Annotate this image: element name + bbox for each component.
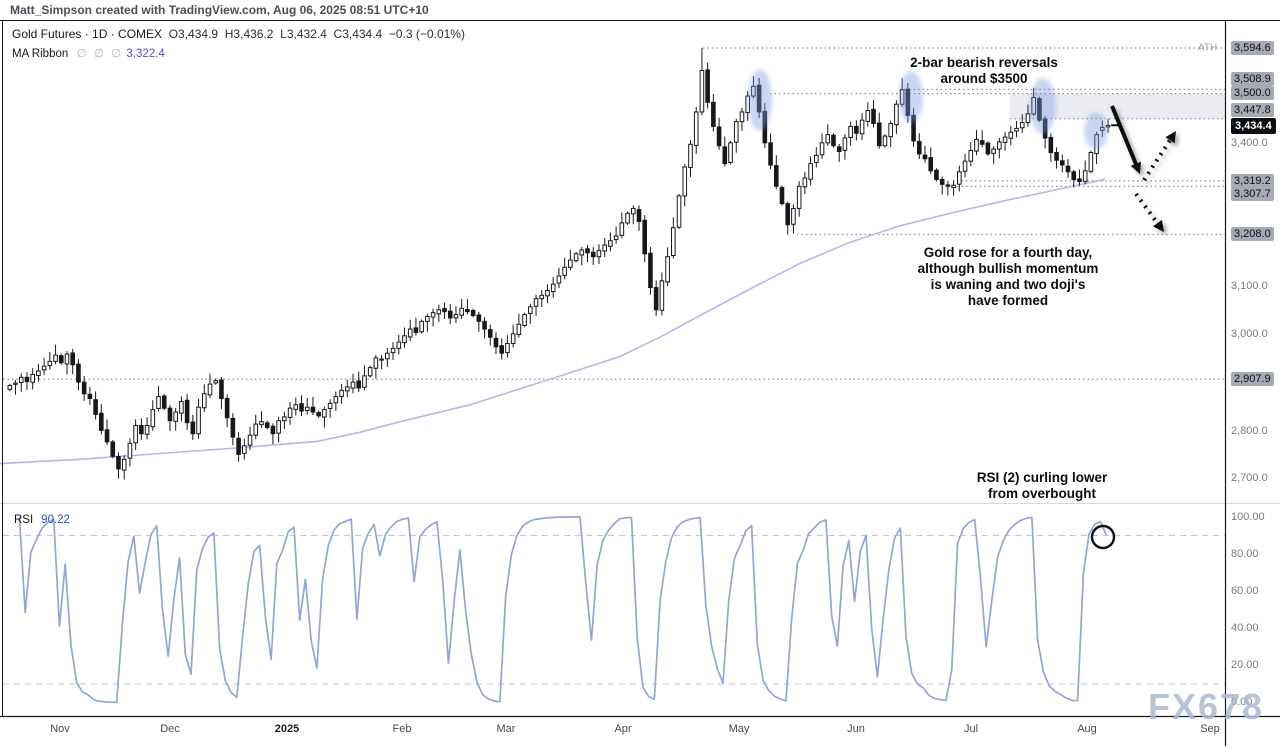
price-tick: 3,447.8 [1231,103,1274,117]
rsi-legend-row[interactable]: RSI 90.22 [14,514,70,526]
current-price-badge: 3,434.4 [1231,118,1276,134]
rsi-indicator [3,516,1225,704]
time-tick: May [728,723,750,735]
annotation-text-line: around $3500 [940,71,1028,86]
time-tick: Nov [50,723,70,735]
rsi-value: 90.22 [41,514,70,526]
rsi-tick: 40.00 [1231,622,1259,634]
ma-ribbon-label: MA Ribbon [12,48,69,60]
price-tick: 3,000.0 [1231,328,1268,340]
price-tick: 3,500.0 [1231,86,1274,100]
annotation-gold-rose: Gold rose for a fourth day, although bul… [918,245,1099,309]
rsi-tick: 20.00 [1231,659,1259,671]
ohlc-low: L3,432.4 [280,27,327,41]
legend-symbol-row[interactable]: Gold Futures · 1D · COMEX O3,434.9 H3,43… [12,27,465,41]
ohlc-close: C3,434.4 [333,27,383,41]
symbol-title: Gold Futures · 1D · COMEX [12,27,163,41]
rsi-tick: 80.00 [1231,548,1259,560]
rsi-tick: 60.00 [1231,585,1259,597]
time-tick: Aug [1077,723,1097,735]
annotation-text-line: Gold rose for a fourth day, [923,245,1093,260]
annotation-bearish-reversals: 2-bar bearish reversals around $3500 [910,55,1058,87]
candlestick-series [7,47,1121,480]
time-tick: 2025 [274,723,300,735]
ma-hidden-value-icon: ∅ [93,48,104,60]
time-tick: Feb [392,723,412,735]
price-tick: 3,307.7 [1231,187,1274,201]
annotation-text-line: RSI (2) curling lower [976,470,1108,485]
time-tick: Jun [847,723,865,735]
time-tick: Sep [1200,723,1220,735]
annotation-arrows [1110,105,1176,232]
time-tick: Mar [496,723,516,735]
rsi-tick: 0.00 [1231,696,1253,708]
ath-label: ATH [1198,42,1218,54]
price-tick: 3,508.9 [1231,72,1274,86]
ma-hidden-value-icon: ∅ [111,48,122,60]
time-tick: Dec [160,723,180,735]
ohlc-change: −0.3 (−0.01%) [388,27,465,41]
price-tick: 3,208.0 [1231,227,1274,241]
price-tick: 3,400.0 [1231,137,1268,149]
ma-ribbon-line [0,178,1106,465]
price-tick: 2,907.9 [1231,372,1274,386]
price-tick: 2,700.0 [1231,472,1268,484]
price-level-lines [3,47,1225,380]
ma-hidden-value-icon: ∅ [76,48,87,60]
ohlc-high: H3,436.2 [224,27,274,41]
time-tick: Apr [614,723,632,735]
legend-ma-ribbon-row[interactable]: MA Ribbon ∅ ∅ ∅ 3,322.4 [12,46,165,60]
annotation-text-line: although bullish momentum [917,261,1099,276]
rsi-tick: 100.00 [1231,511,1265,523]
watermark-fx678: FX678 [1148,686,1265,727]
time-tick: Jul [963,723,979,735]
chart-frame [0,20,1280,746]
header-credit: Matt_Simpson created with TradingView.co… [10,3,429,17]
highlight-ellipses [748,69,1108,149]
price-tick: 3,100.0 [1231,280,1268,292]
price-tick: 3,594.6 [1231,41,1274,55]
ohlc-open: O3,434.9 [168,27,219,41]
annotation-text-line: 2-bar bearish reversals [910,55,1058,70]
annotation-text-line: from overbought [988,486,1096,501]
rsi-label: RSI [14,514,34,526]
price-tick: 2,800.0 [1231,425,1268,437]
annotation-text-line: is waning and two doji's [930,277,1086,292]
price-tick: 3,319.2 [1231,174,1274,188]
ma-ribbon-value: 3,322.4 [126,48,165,60]
annotation-text-line: have formed [967,293,1049,308]
annotation-rsi-curling: RSI (2) curling lower from overbought [977,470,1108,502]
